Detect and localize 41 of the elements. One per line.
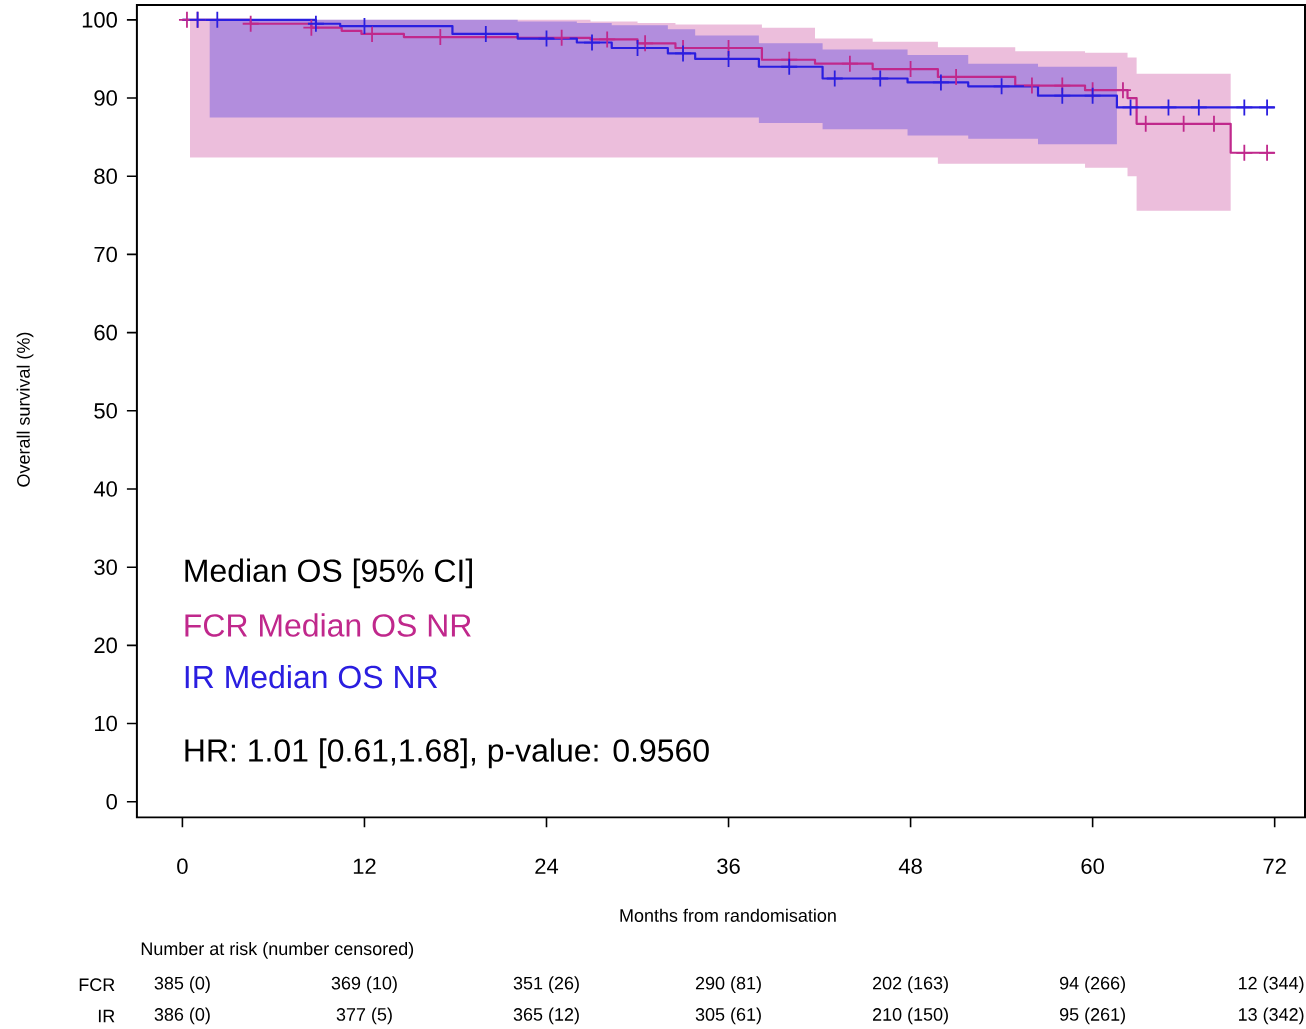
text: 202 (163) — [872, 976, 948, 993]
text: IR — [98, 1009, 115, 1023]
y-tick-label: 20 — [94, 637, 117, 654]
text: 210 (150) — [872, 1007, 948, 1025]
text: 365 (12) — [513, 1007, 579, 1025]
y-tick-label: 60 — [94, 324, 117, 341]
y-tick-label: 100 — [82, 11, 117, 28]
y-tick-label: 40 — [93, 481, 117, 497]
text: FCR — [79, 978, 115, 991]
y-tick-label: 70 — [94, 246, 117, 263]
annotation: Median OS [95% CI] — [185, 558, 472, 589]
y-tick-label: 0 — [106, 793, 117, 810]
x-tick-label: 12 — [353, 858, 376, 874]
x-tick-label: 36 — [717, 858, 740, 874]
text: 386 (0) — [154, 1007, 210, 1025]
annotation: IR Median OS NR — [185, 664, 438, 689]
y-tick-label: 90 — [94, 90, 117, 106]
text: 351 (26) — [513, 976, 579, 993]
text: 12 (344) — [1238, 976, 1304, 993]
y-tick-label: 30 — [94, 559, 117, 575]
x-tick-label: 0 — [177, 858, 188, 874]
text: 377 (5) — [336, 1007, 392, 1025]
x-tick-label: 72 — [1263, 858, 1286, 874]
text: 95 (261) — [1059, 1007, 1125, 1025]
text: 290 (81) — [695, 976, 761, 993]
x-tick-label: 24 — [535, 858, 559, 874]
text: 385 (0) — [154, 976, 210, 993]
annotation: HR: 1.01 [0.61,1.68], p-value: 0.9560 — [185, 738, 709, 769]
y-tick-label: 80 — [94, 168, 117, 184]
x-axis-title: Months from randomisation — [620, 908, 836, 922]
x-tick-label: 48 — [898, 858, 922, 874]
text: Number at risk (number censored) — [141, 941, 414, 959]
y-axis-title: Overall survival (%) — [16, 332, 34, 487]
text: 13 (342) — [1238, 1007, 1304, 1025]
text: 369 (10) — [331, 976, 397, 993]
x-tick-label: 60 — [1081, 858, 1104, 874]
text: 305 (61) — [695, 1007, 761, 1025]
text: 94 (266) — [1059, 976, 1125, 993]
y-tick-label: 50 — [94, 402, 117, 419]
y-tick-label: 10 — [95, 715, 117, 732]
annotation: FCR Median OS NR — [185, 613, 471, 637]
